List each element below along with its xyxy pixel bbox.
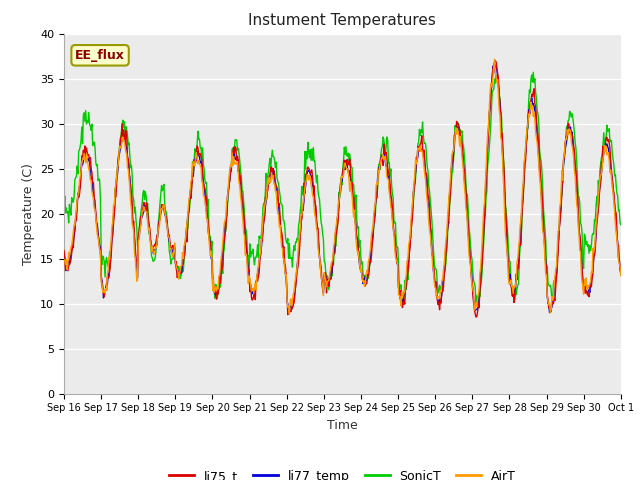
AirT: [285, 311, 293, 317]
li77_temp: [492, 62, 499, 68]
AirT: [617, 273, 625, 278]
li75_t: [492, 58, 499, 64]
li75_t: [70, 229, 78, 235]
li77_temp: [214, 288, 221, 293]
li77_temp: [70, 233, 78, 239]
li77_temp: [184, 213, 192, 219]
li77_temp: [410, 185, 418, 191]
AirT: [411, 172, 419, 178]
SonicT: [184, 225, 192, 231]
li75_t: [426, 225, 434, 231]
SonicT: [617, 222, 625, 228]
SonicT: [127, 162, 135, 168]
Line: li77_temp: li77_temp: [64, 65, 621, 312]
AirT: [127, 206, 135, 212]
SonicT: [529, 70, 537, 75]
AirT: [428, 242, 435, 248]
li75_t: [214, 286, 221, 291]
li75_t: [184, 212, 192, 217]
AirT: [214, 284, 221, 290]
li75_t: [60, 248, 68, 253]
Line: li75_t: li75_t: [64, 61, 621, 317]
li75_t: [617, 272, 625, 278]
li77_temp: [127, 194, 135, 200]
SonicT: [214, 296, 221, 301]
li75_t: [410, 186, 418, 192]
Legend: li75_t, li77_temp, SonicT, AirT: li75_t, li77_temp, SonicT, AirT: [164, 465, 521, 480]
li75_t: [472, 314, 480, 320]
li77_temp: [546, 310, 554, 315]
X-axis label: Time: Time: [327, 419, 358, 432]
li77_temp: [60, 251, 68, 256]
Line: AirT: AirT: [64, 59, 621, 314]
li75_t: [127, 190, 135, 196]
Line: SonicT: SonicT: [64, 72, 621, 307]
AirT: [184, 210, 192, 216]
AirT: [70, 222, 78, 228]
SonicT: [60, 204, 68, 210]
Text: EE_flux: EE_flux: [75, 49, 125, 62]
SonicT: [410, 190, 418, 196]
SonicT: [70, 194, 78, 200]
Y-axis label: Temperature (C): Temperature (C): [22, 163, 35, 264]
AirT: [491, 56, 499, 62]
SonicT: [426, 198, 434, 204]
AirT: [60, 257, 68, 263]
Title: Instument Temperatures: Instument Temperatures: [248, 13, 436, 28]
li77_temp: [617, 269, 625, 275]
li77_temp: [426, 223, 434, 228]
SonicT: [474, 304, 482, 310]
